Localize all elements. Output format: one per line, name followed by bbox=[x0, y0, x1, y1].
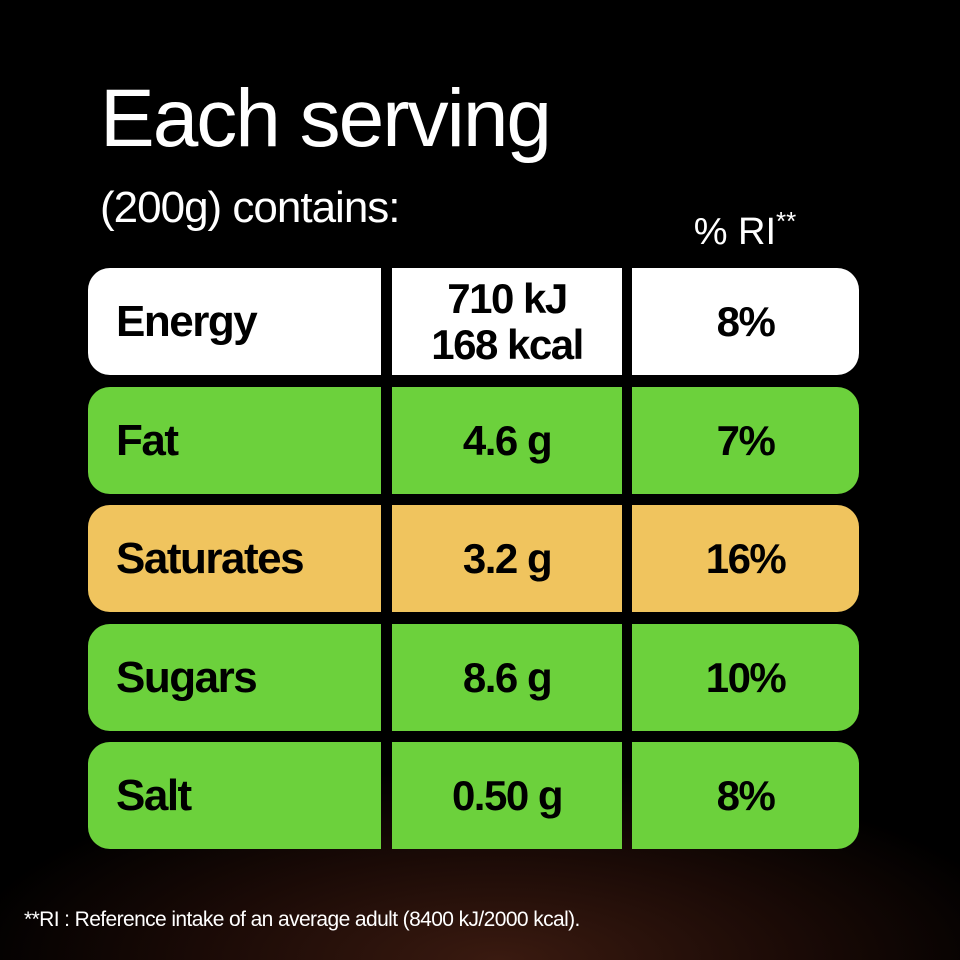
heading-subtitle: (200g) contains: bbox=[100, 183, 401, 232]
footnote: **RI : Reference intake of an average ad… bbox=[24, 908, 580, 931]
nutrient-row-sugars: Sugars 8.6 g 10% bbox=[88, 624, 859, 731]
nutrient-row-energy: Energy 710 kJ 168 kcal 8% bbox=[88, 268, 859, 375]
nutrient-name: Sugars bbox=[88, 624, 381, 731]
nutrient-amount: 710 kJ 168 kcal bbox=[392, 268, 622, 375]
nutrient-row-salt: Salt 0.50 g 8% bbox=[88, 742, 859, 849]
nutrient-ri: 8% bbox=[632, 268, 859, 375]
nutrient-ri: 16% bbox=[632, 505, 859, 612]
energy-kj: 710 kJ bbox=[447, 275, 568, 323]
nutrient-name: Fat bbox=[88, 387, 381, 494]
nutrient-row-saturates: Saturates 3.2 g 16% bbox=[88, 505, 859, 612]
nutrient-name: Salt bbox=[88, 742, 381, 849]
nutrient-amount: 0.50 g bbox=[392, 742, 622, 849]
nutrient-ri: 7% bbox=[632, 387, 859, 494]
nutrient-ri: 10% bbox=[632, 624, 859, 731]
nutrient-amount: 4.6 g bbox=[392, 387, 622, 494]
ri-marker: ** bbox=[776, 206, 797, 236]
nutrient-row-fat: Fat 4.6 g 7% bbox=[88, 387, 859, 494]
ri-column-header: % RI** bbox=[632, 208, 858, 251]
energy-kcal: 168 kcal bbox=[431, 320, 584, 368]
ri-label: % RI bbox=[693, 211, 777, 253]
nutrient-ri: 8% bbox=[632, 742, 859, 849]
nutrient-name: Saturates bbox=[88, 505, 381, 612]
nutrient-amount: 3.2 g bbox=[392, 505, 622, 612]
heading-title: Each serving bbox=[100, 73, 552, 164]
nutrient-name: Energy bbox=[88, 268, 381, 375]
nutrient-amount: 8.6 g bbox=[392, 624, 622, 731]
